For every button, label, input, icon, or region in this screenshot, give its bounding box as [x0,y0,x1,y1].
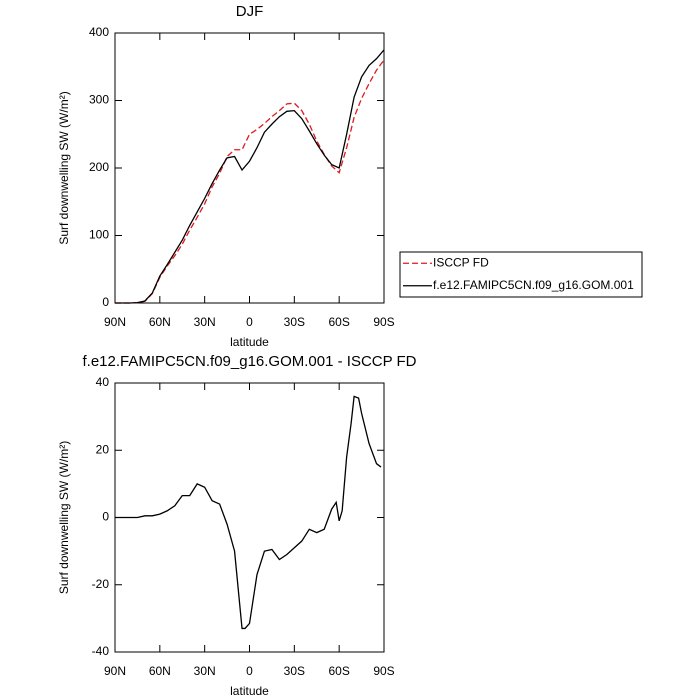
y-tick-label: 0 [102,295,109,309]
x-tick-label: 60S [328,664,349,678]
x-tick-label: 30N [194,664,216,678]
y-tick-label: -20 [92,577,110,591]
x-tick-label: 30S [284,664,305,678]
x-tick-label: 60S [328,315,349,329]
y-axis-label: Surf downwelling SW (W/m²) [57,441,71,594]
x-axis-label: latitude [230,335,269,349]
x-tick-label: 90N [104,315,126,329]
y-tick-label: 0 [102,510,109,524]
legend-label: f.e12.FAMIPC5CN.f09_g16.GOM.001 [433,278,634,292]
x-tick-label: 90S [373,664,394,678]
x-tick-label: 90S [373,315,394,329]
x-tick-label: 0 [246,664,253,678]
x-tick-label: 0 [246,315,253,329]
x-tick-label: 60N [149,315,171,329]
legend-label: ISCCP FD [433,255,489,269]
y-tick-label: 20 [96,442,110,456]
y-tick-label: 100 [89,228,109,242]
plot-frame [114,382,385,653]
x-tick-label: 60N [149,664,171,678]
x-axis-label: latitude [230,684,269,698]
data-line [115,59,385,304]
chart-title: f.e12.FAMIPC5CN.f09_g16.GOM.001 - ISCCP … [82,353,416,370]
y-tick-label: 300 [89,93,109,107]
plot-frame [114,32,385,304]
data-line [115,395,382,630]
x-tick-label: 30N [194,315,216,329]
y-tick-label: 40 [96,375,110,389]
y-tick-label: 200 [89,160,109,174]
x-tick-label: 30S [284,315,305,329]
y-axis-label: Surf downwelling SW (W/m²) [57,91,71,244]
y-tick-label: -40 [92,644,110,658]
chart-title: DJF [236,3,264,20]
legend-box [399,251,643,298]
data-line [115,49,385,304]
y-tick-label: 400 [89,25,109,39]
x-tick-label: 90N [104,664,126,678]
